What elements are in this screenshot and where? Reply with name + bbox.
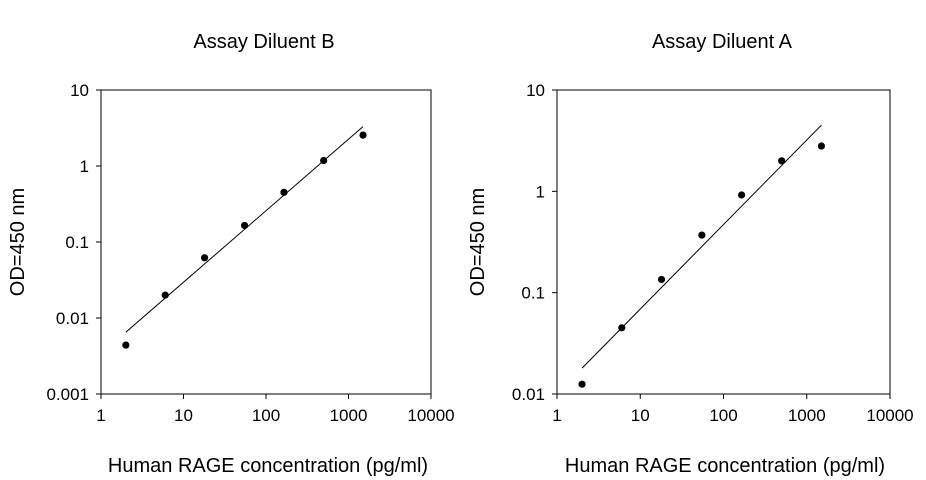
y-tick-label: 0.01: [512, 385, 545, 404]
x-axis-label: Human RAGE concentration (pg/ml): [108, 455, 428, 477]
tick-labels: 1 10 100 1000 10000 0.01 0.1 1 10: [512, 81, 914, 425]
data-points: [578, 142, 826, 388]
x-tick-label: 100: [709, 406, 737, 425]
y-tick-label: 1: [536, 182, 545, 201]
data-points: [122, 131, 367, 349]
data-point: [200, 254, 209, 262]
data-point: [657, 275, 666, 284]
y-axis-label: OD=450 nm: [7, 188, 29, 296]
y-tick-label: 0.001: [46, 385, 89, 404]
chart-title: Assay Diluent B: [193, 31, 334, 53]
data-point: [240, 221, 249, 230]
data-point: [280, 188, 288, 196]
x-tick-label: 10: [631, 406, 650, 425]
data-point: [578, 380, 586, 388]
chart-panel-2: Assay Diluent A 1 10 100 1000 100000.010.111…: [467, 31, 914, 477]
data-point: [122, 341, 130, 349]
x-tick-label: 1000: [788, 406, 826, 425]
plot-frame: [556, 89, 891, 395]
data-point: [320, 156, 328, 165]
x-tick-label: 10: [174, 406, 193, 425]
x-axis-label: Human RAGE concentration (pg/ml): [565, 455, 885, 477]
y-axis-label: OD=450 nm: [467, 188, 489, 296]
y-tick-label: 0.1: [65, 233, 89, 252]
data-point: [778, 157, 786, 165]
tick-labels: 1 10 100 1000 10000 0.001 0.01 0.1 1 10: [46, 81, 454, 425]
chart-panel-1: Assay Diluent B 1 10 100 1000 10000 0.001 0.01…: [7, 31, 455, 477]
fit-line: [581, 124, 822, 369]
plot-frame: [100, 89, 432, 395]
y-tick-label: 0.1: [521, 284, 545, 303]
y-tick-label: 10: [70, 81, 89, 100]
axis-ticks: [96, 89, 432, 399]
chart-title: Assay Diluent A: [652, 31, 793, 53]
data-point: [161, 291, 169, 299]
y-tick-label: 1: [80, 157, 89, 176]
y-tick-label: 10: [526, 81, 545, 100]
x-tick-label: 1000: [330, 406, 368, 425]
data-point: [618, 324, 626, 332]
x-tick-label: 10000: [866, 406, 913, 425]
axis-ticks: [552, 89, 891, 399]
data-point: [738, 191, 746, 199]
y-tick-label: 0.01: [56, 309, 89, 328]
x-tick-label: 1: [96, 406, 105, 425]
data-point: [817, 142, 826, 150]
x-tick-label: 1: [552, 406, 561, 425]
fit-line: [125, 126, 364, 333]
x-tick-label: 10000: [407, 406, 454, 425]
x-tick-label: 100: [252, 406, 280, 425]
data-point: [359, 131, 367, 139]
data-point: [698, 231, 706, 239]
